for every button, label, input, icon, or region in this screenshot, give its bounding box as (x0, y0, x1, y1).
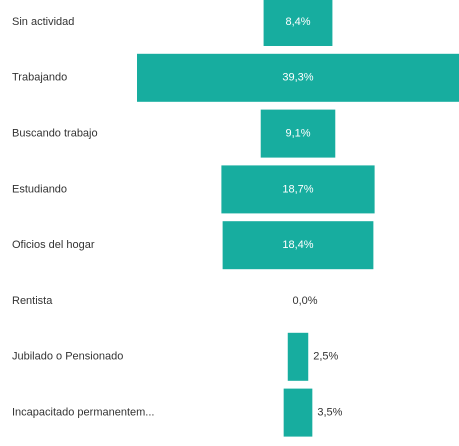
category-label: Sin actividad (12, 16, 74, 28)
value-label: 3,5% (317, 407, 342, 419)
funnel-bar (263, 0, 333, 46)
category-label: Oficios del hogar (12, 239, 95, 251)
value-label: 2,5% (313, 351, 338, 363)
value-label: 39,3% (282, 72, 313, 84)
value-label: 18,4% (282, 239, 313, 251)
funnel-bar (221, 165, 375, 214)
category-label: Trabajando (12, 72, 67, 84)
category-label: Incapacitado permanentem... (12, 407, 154, 419)
value-label: 9,1% (285, 128, 310, 140)
category-label: Buscando trabajo (12, 128, 98, 140)
funnel-bar (260, 109, 336, 158)
funnel-bar (283, 388, 313, 437)
value-label: 8,4% (285, 16, 310, 28)
funnel-bar (222, 221, 374, 270)
category-label: Jubilado o Pensionado (12, 351, 123, 363)
value-label: 0,0% (292, 295, 317, 307)
value-label: 18,7% (282, 183, 313, 195)
funnel-bar (287, 332, 309, 381)
category-label: Estudiando (12, 183, 67, 195)
category-label: Rentista (12, 295, 53, 307)
funnel-bar (137, 53, 459, 102)
